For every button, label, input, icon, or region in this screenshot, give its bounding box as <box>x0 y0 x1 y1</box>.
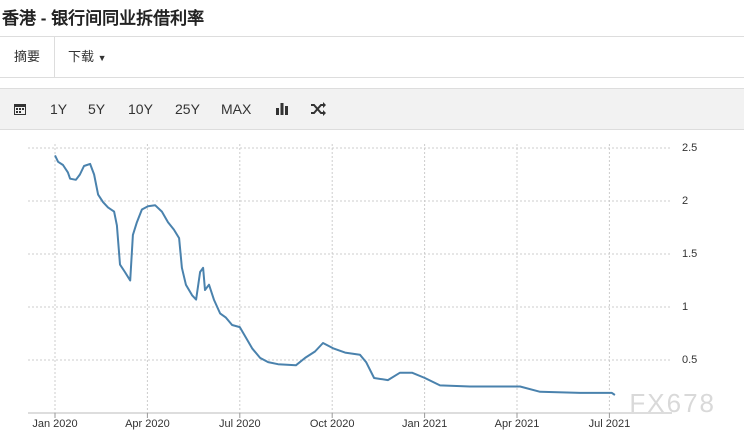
x-tick-label: Apr 2021 <box>495 418 540 430</box>
range-button[interactable]: MAX <box>221 101 252 117</box>
range-button[interactable]: 10Y <box>128 101 153 117</box>
range-button[interactable]: 25Y <box>175 101 200 117</box>
x-tick-label: Oct 2020 <box>310 418 355 430</box>
range-button[interactable]: 5Y <box>88 101 106 117</box>
y-tick-label: 2.5 <box>682 142 697 154</box>
y-tick-label: 0.5 <box>682 354 697 366</box>
bar-chart-icon[interactable] <box>275 102 289 116</box>
data-line <box>54 154 616 396</box>
y-tick-label: 1 <box>682 301 688 313</box>
shuffle-icon[interactable] <box>310 102 326 116</box>
x-tick-label: Jan 2021 <box>402 418 447 430</box>
x-tick-label: Jul 2020 <box>219 418 261 430</box>
tab[interactable]: 摘要 <box>0 37 55 77</box>
tab-bar: 摘要 下载 ▼ <box>0 36 744 78</box>
dropdown-caret: ▼ <box>97 53 107 63</box>
page-title: 香港 - 银行间同业拆借利率 <box>2 9 205 28</box>
x-tick-label: Jan 2020 <box>32 418 77 430</box>
tab[interactable]: 下载 ▼ <box>68 37 107 77</box>
y-tick-label: 1.5 <box>682 248 697 260</box>
x-tick-label: Jul 2021 <box>589 418 631 430</box>
toolbar: 1Y 5Y 10Y 25Y MAX <box>0 88 744 130</box>
y-tick-label: 2 <box>682 195 688 207</box>
tab-label: 下载 <box>68 49 95 64</box>
x-tick-label: Apr 2020 <box>125 418 170 430</box>
range-button[interactable]: 1Y <box>50 101 68 117</box>
calendar-icon[interactable] <box>13 102 27 116</box>
